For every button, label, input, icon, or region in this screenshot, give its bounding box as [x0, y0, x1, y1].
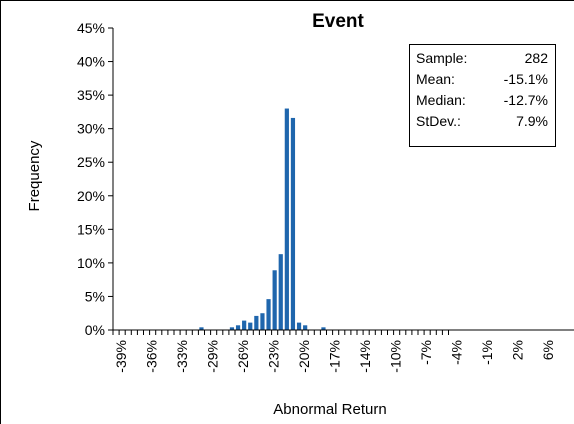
x-tick-label: 6% — [540, 340, 556, 360]
stats-box: Sample: 282 Mean: -15.1% Median: -12.7% StDev.… — [410, 45, 556, 147]
y-tick-label: 5% — [85, 288, 105, 304]
y-tick-label: 25% — [77, 154, 105, 170]
y-tick-label: 20% — [77, 188, 105, 204]
stats-value: -15.1% — [504, 71, 548, 87]
histogram-bar — [303, 325, 307, 330]
stats-value: 282 — [525, 50, 549, 66]
x-tick-label: -4% — [449, 340, 465, 365]
x-tick-label: -10% — [388, 340, 404, 373]
x-tick-label: -1% — [479, 340, 495, 365]
y-tick-label: 35% — [77, 87, 105, 103]
x-tick-label: -36% — [144, 340, 160, 373]
histogram-bar — [291, 118, 295, 330]
x-tick-label: -29% — [205, 340, 221, 373]
y-tick-label: 0% — [85, 322, 105, 338]
x-tick-label: -20% — [296, 340, 312, 373]
stats-label: StDev.: — [416, 113, 461, 129]
stats-label: Mean: — [416, 71, 455, 87]
x-tick-label: -39% — [113, 340, 129, 373]
y-tick-label: 15% — [77, 221, 105, 237]
x-tick-label: -14% — [357, 340, 373, 373]
histogram-bar — [236, 325, 240, 330]
stats-label: Sample: — [416, 50, 467, 66]
x-tick-label: 2% — [510, 340, 526, 360]
histogram-bar — [266, 299, 270, 330]
histogram-bar — [260, 313, 264, 330]
stats-value: -12.7% — [504, 92, 548, 108]
stats-value: 7.9% — [516, 113, 548, 129]
x-tick-label: -33% — [174, 340, 190, 373]
histogram-bar — [248, 323, 252, 330]
y-axis-title: Frequency — [26, 140, 43, 211]
x-tick-label: -26% — [235, 340, 251, 373]
y-tick-label: 30% — [77, 121, 105, 137]
x-tick-label: -17% — [327, 340, 343, 373]
histogram-bar — [279, 254, 283, 330]
y-tick-label: 10% — [77, 255, 105, 271]
histogram-bar — [297, 323, 301, 330]
x-tick-label: -7% — [418, 340, 434, 365]
histogram-bar — [242, 321, 246, 330]
stats-label: Median: — [416, 92, 466, 108]
x-tick-label: -23% — [266, 340, 282, 373]
histogram-bar — [254, 316, 258, 330]
y-tick-label: 45% — [77, 20, 105, 36]
histogram-bar — [273, 270, 277, 330]
histogram-bar — [285, 109, 289, 330]
chart-title: Event — [312, 11, 364, 32]
y-tick-label: 40% — [77, 54, 105, 70]
x-axis-title: Abnormal Return — [273, 401, 386, 418]
